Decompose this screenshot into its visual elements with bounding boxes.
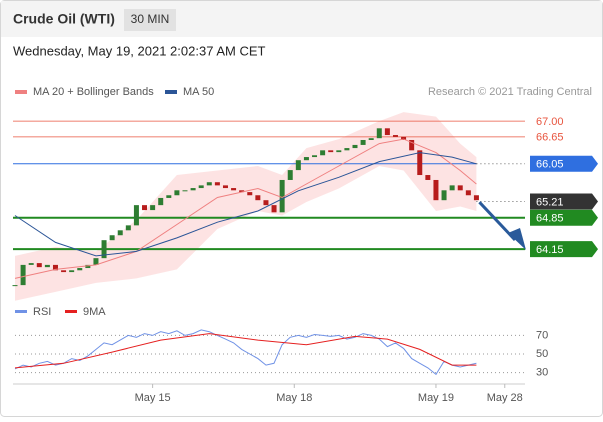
candle [44,264,50,268]
candle [287,170,293,180]
candle [279,179,285,213]
interval-box [124,9,176,31]
level-label: 65.21 [536,196,564,208]
candle [352,144,358,149]
rsi-line [14,329,477,376]
legend-label: 9MA [83,306,106,318]
instrument-title: Crude Oil (WTI) [13,11,115,27]
candle [93,258,99,265]
candle [392,135,398,137]
header-bar [1,1,602,37]
candle [376,128,382,139]
legend-swatch [165,90,177,94]
y-tick-label: 50 [536,348,548,360]
candle [61,270,67,273]
timestamp: Wednesday, May 19, 2021 2:02:37 AM CET [13,43,265,58]
x-tick-label: May 18 [276,392,312,404]
candle [117,230,123,236]
y-tick-label: 30 [536,366,548,378]
candle [425,175,431,180]
moving-average [14,152,477,257]
candle [239,190,245,193]
candle [401,136,407,140]
x-tick-label: May 15 [135,392,171,404]
candle [328,150,334,153]
legend-swatch [65,310,77,313]
forecast-arrowhead [508,228,526,250]
moving-average [14,138,477,279]
level-label: 67.00 [536,116,564,128]
candle [182,190,188,192]
candle [198,185,204,189]
candle [52,264,58,271]
candle [441,190,447,201]
level-tag [530,241,598,258]
candle [255,195,261,201]
x-tick-label: May 28 [487,392,523,404]
candle [85,264,91,269]
candle [206,182,212,186]
candle [473,195,479,201]
candle [150,205,156,211]
candle [449,185,455,191]
level-tag [530,155,598,172]
level-label: 66.65 [536,132,564,144]
candle [69,270,75,273]
interval: 30 MIN [131,12,170,26]
candle [247,192,253,196]
candle [409,139,415,151]
rsi-line [14,333,477,369]
candle [263,200,269,206]
candle [465,190,471,196]
candle [295,160,301,171]
attribution: Research © 2021 Trading Central [428,86,592,98]
candle [457,185,463,191]
candle [20,264,26,286]
candle [368,138,374,140]
candle [433,179,439,201]
candle [190,188,196,191]
legend-label: RSI [33,306,51,318]
candle [231,188,237,191]
legend-swatch [15,310,27,313]
candle [360,139,366,145]
candle [417,150,423,176]
candle [28,263,34,265]
level-tag [530,209,598,226]
level-label: 64.85 [536,213,564,225]
candle [36,263,42,268]
candle [222,185,228,189]
candle [344,148,350,151]
candle [336,150,342,153]
level-label: 64.15 [536,244,564,256]
legend-label: MA 20 + Bollinger Bands [33,86,154,98]
candle [271,205,277,213]
level-tag [530,193,598,210]
level-label: 66.05 [536,159,564,171]
y-tick-label: 70 [536,329,548,341]
candle [158,197,164,206]
candle [101,240,107,259]
candle [142,205,148,211]
candle [312,155,318,158]
candle [109,235,115,241]
candle [174,190,180,196]
x-tick-label: May 19 [418,392,454,404]
candle [320,150,326,156]
candle [384,128,390,136]
candle [133,205,139,226]
candle [166,195,172,198]
candle [303,157,309,161]
candle [214,182,220,186]
candle [12,285,18,287]
candle [125,225,131,231]
legend-label: MA 50 [183,86,214,98]
candle [77,268,83,271]
legend-swatch [15,90,27,94]
